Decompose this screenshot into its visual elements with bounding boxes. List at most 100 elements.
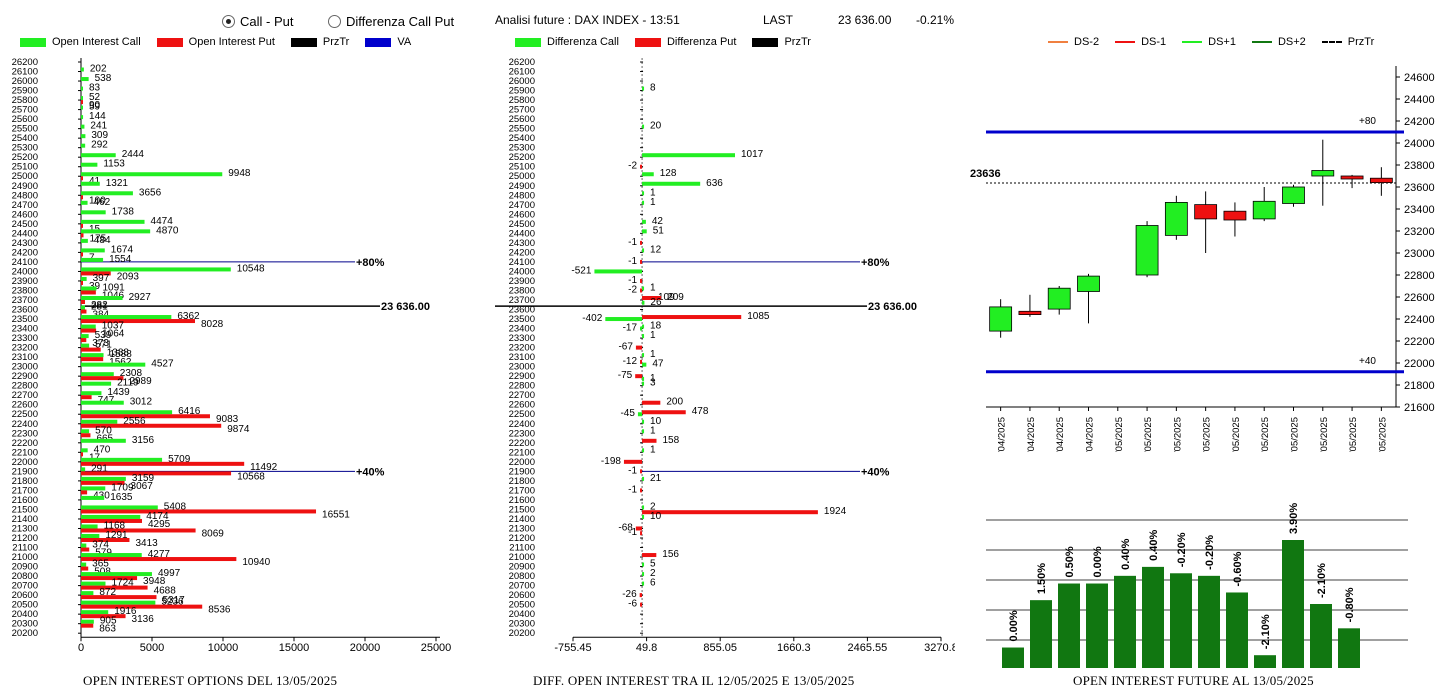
y-tick-label: 24400 [1404,94,1435,106]
call-bar [81,210,106,215]
call-bar [81,619,94,624]
y-tick-label: 20700 [12,581,38,592]
y-tick-label: 24000 [509,266,535,277]
diff-bar [642,324,645,329]
oi-future-bar [1030,600,1052,668]
y-tick-label: 25900 [509,86,535,97]
y-tick-label: 24200 [1404,116,1435,128]
y-tick-label: 23500 [12,314,38,325]
call-bar [81,419,118,424]
call-bar-label: 571 [95,340,112,351]
y-tick-label: 22000 [1404,358,1435,370]
diff-bar-label: 156 [662,549,679,560]
y-tick-label: 24900 [509,181,535,192]
diff-oi-chart: 2620026100260002590025800257002560025500… [495,57,955,654]
call-bar [81,257,104,262]
y-tick-label: 25500 [12,124,38,135]
y-tick-label: 25700 [509,105,535,116]
diff-bar [642,334,645,339]
call-bar-label: 538 [95,73,112,84]
oi-future-bar-label: 3.90% [1288,503,1300,534]
put-bar [81,300,86,304]
legend-oi: Open Interest Call Open Interest Put Prz… [20,36,427,48]
put-bar-label: 9874 [227,424,250,435]
call-bar [81,296,123,300]
diff-bar-label: 1 [650,425,656,436]
y-tick-label: 25300 [509,143,535,154]
y-tick-label: 24300 [12,238,38,249]
x-tick-label: 12/05/2025 [1319,417,1330,452]
diff-bar [642,172,654,177]
y-tick-label: 22400 [12,419,38,430]
y-tick-label: 20900 [509,562,535,573]
call-bar [81,219,145,224]
diff-bar [639,593,643,598]
footer-oi-future: OPEN INTEREST FUTURE AL 13/05/2025 [1073,673,1314,688]
y-tick-label: 21300 [509,523,535,534]
call-bar [81,534,100,538]
legend-item: Differenza Call [515,36,619,48]
y-tick-label: 23600 [1404,182,1435,194]
x-tick-label: 09/05/2025 [1290,417,1301,452]
diff-bar-label: -198 [601,456,621,467]
call-bar [81,105,83,110]
level-label: +40% [356,466,385,478]
call-bar-label: 6416 [178,406,201,417]
oi-future-bar-label: 0.40% [1120,538,1132,569]
radio-call-put-label: Call - Put [240,14,294,29]
put-bar [81,604,203,609]
call-bar-label: 484 [94,235,111,246]
diff-bar [640,326,643,331]
red-swatch [634,37,661,47]
put-bar-label: 175 [89,233,106,244]
call-bar-label: 5709 [168,454,191,465]
oi-options-chart: 2620026100260002590025800257002560025500… [12,57,452,654]
y-tick-label: 20600 [509,590,535,601]
call-bar [81,581,106,586]
call-bar-label: 1738 [112,206,135,217]
y-tick-label: 22600 [509,400,535,411]
diff-bar [642,362,647,367]
x-tick-label: 05/05/2025 [1172,417,1183,452]
y-tick-label: 23800 [12,285,38,296]
y-tick-label: 23800 [1404,160,1435,172]
y-tick-label: 20500 [12,600,38,611]
radio-differenza[interactable]: Differenza Call Put [328,14,454,29]
candle-body [1252,200,1276,220]
diff-bar-label: 51 [653,225,665,236]
call-bar-label: 202 [90,64,107,75]
oi-future-bar [1114,575,1136,668]
y-tick-label: 24800 [509,190,535,201]
call-bar-label: 3159 [132,473,155,484]
x-tick-label: 14/05/2025 [1377,417,1388,452]
call-bar-label: 1588 [110,349,133,360]
call-bar [81,134,86,139]
level-label: +80% [861,257,890,269]
legend-label: Differenza Put [666,36,737,48]
call-bar [81,600,156,605]
put-bar-label: 665 [96,433,113,444]
diff-bar-label: 158 [662,435,679,446]
y-tick-label: 21100 [12,543,38,554]
diff-bar [640,278,643,283]
put-bar-label: 41 [89,176,101,187]
y-tick-label: 20300 [12,619,38,630]
put-bar-label: 8028 [201,319,224,330]
legend-item: Open Interest Call [20,36,141,48]
diff-bar-label: 636 [706,178,723,189]
call-bar-label: 2308 [120,368,143,379]
legend-item: VA [365,36,411,48]
radio-call-put[interactable]: Call - Put [222,14,293,29]
oi-future-bar [1142,566,1164,668]
diff-bar [637,412,643,417]
y-tick-label: 20600 [12,590,38,601]
call-bar [81,267,231,272]
put-bar [81,547,90,552]
y-tick-label: 21400 [12,514,38,525]
call-bar [81,96,83,101]
candle-body [1077,275,1100,292]
call-bar-label: 539 [95,330,112,341]
call-bar-label: 2444 [122,149,145,160]
last-price-label: 23636 [970,168,1001,180]
call-bar-label: 4997 [158,568,181,579]
